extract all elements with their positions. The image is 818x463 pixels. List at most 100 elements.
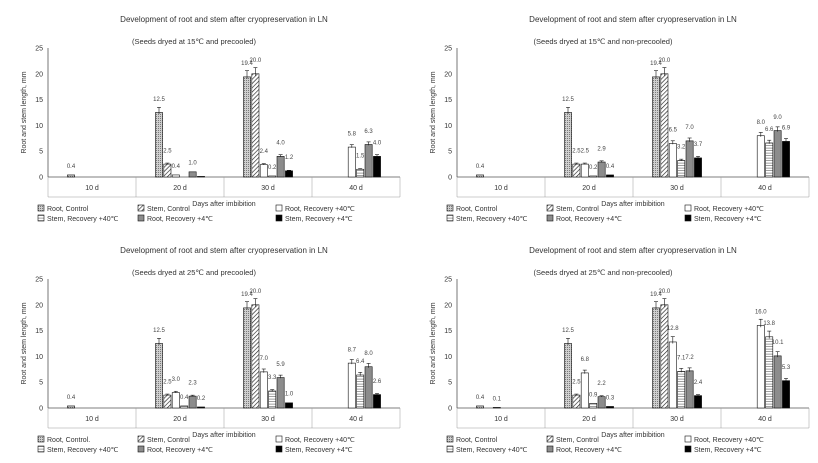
data-label: 0.9 [589, 392, 598, 398]
x-tick-label: 20 d [582, 416, 596, 423]
data-label: 4.0 [276, 141, 285, 147]
data-label: 0.4 [476, 164, 485, 170]
data-label: 7.0 [260, 356, 269, 362]
y-tick-label: 0 [39, 175, 43, 182]
bar [373, 156, 381, 178]
legend-label: Root, Recovery +40℃ [285, 206, 355, 213]
legend-swatch [275, 204, 283, 212]
data-label: 12.5 [562, 97, 574, 103]
bar [188, 395, 197, 409]
bar [765, 336, 774, 409]
data-label: 0.4 [67, 395, 76, 401]
data-label: 6.3 [364, 129, 373, 135]
bar [660, 73, 669, 178]
legend-label: Root, Recovery +4℃ [556, 447, 622, 454]
bar [564, 112, 572, 178]
bar [685, 370, 694, 409]
data-label: 2.5 [163, 148, 172, 154]
data-label: 19.4 [650, 292, 662, 298]
legend-swatch [137, 204, 145, 212]
data-label: 0.4 [172, 164, 181, 170]
bar [259, 164, 268, 178]
bar [356, 168, 365, 178]
data-label: 0.3 [606, 395, 615, 401]
data-label: 5.3 [782, 365, 791, 371]
bar [276, 156, 285, 178]
y-tick-label: 15 [35, 97, 43, 104]
data-label: 10.1 [772, 340, 784, 346]
data-label: 9.0 [773, 115, 782, 121]
legend-label: Stem, Control [147, 206, 190, 213]
bar [180, 405, 189, 409]
legend-swatch [37, 445, 45, 453]
bar [606, 174, 614, 178]
y-tick-label: 10 [35, 354, 43, 361]
data-label: 12.5 [562, 328, 574, 334]
legend-label: Stem, Control [147, 437, 190, 444]
bar [677, 160, 686, 178]
data-label: 4.0 [373, 141, 382, 147]
data-label: 2.9 [597, 146, 606, 152]
legend-swatch [37, 435, 45, 443]
data-label: 3.7 [694, 142, 703, 148]
bar [773, 355, 782, 409]
y-axis-label: Root and stem length, mm [21, 71, 28, 153]
data-label: 6.5 [669, 128, 678, 134]
legend-label: Stem, Recovery +40℃ [456, 216, 528, 223]
data-label: 0.2 [197, 396, 206, 402]
bar [492, 407, 501, 409]
legend-swatch [446, 445, 454, 453]
bar [251, 73, 260, 178]
legend-label: Root, Recovery +40℃ [694, 206, 764, 213]
legend-label: Stem, Recovery +4℃ [285, 216, 353, 223]
x-tick-label: 20 d [173, 416, 187, 423]
x-tick-label: 30 d [670, 185, 684, 192]
chart-subtitle: (Seeds dryed at 25℃ and precooled) [132, 268, 256, 277]
data-label: 0.4 [67, 164, 76, 170]
data-label: 2.5 [163, 379, 172, 385]
bar [694, 395, 702, 409]
data-label: 1.2 [285, 155, 294, 161]
bar [347, 362, 356, 409]
bar [589, 175, 598, 178]
data-label: 2.5 [572, 148, 581, 154]
y-tick-label: 10 [444, 354, 452, 361]
data-label: 6.8 [581, 357, 590, 363]
y-tick-label: 15 [444, 97, 452, 104]
data-label: 6.6 [765, 127, 774, 133]
data-label: 12.5 [153, 97, 165, 103]
bar [347, 146, 356, 178]
data-label: 3.3 [268, 375, 277, 381]
y-tick-label: 20 [444, 71, 452, 78]
y-tick-label: 5 [448, 380, 452, 387]
bar [476, 405, 484, 409]
x-axis-label: Days after imbibition [192, 432, 256, 439]
data-label: 13.8 [763, 321, 775, 327]
bar [765, 142, 774, 178]
legend-swatch [546, 204, 554, 212]
bar [589, 403, 598, 409]
data-label: 12.5 [153, 328, 165, 334]
legend-label: Stem, Recovery +4℃ [694, 216, 762, 223]
legend-label: Root, Control [456, 437, 498, 444]
legend-label: Stem, Control [556, 437, 599, 444]
legend-swatch [37, 214, 45, 222]
x-tick-label: 20 d [582, 185, 596, 192]
bar [580, 372, 589, 409]
data-label: 3.2 [677, 145, 686, 151]
y-tick-label: 20 [35, 71, 43, 78]
bar [67, 174, 75, 178]
bar [171, 174, 180, 178]
legend-label: Root, Control [456, 206, 498, 213]
chart-panel-bottom-left: Development of root and stem after cryop… [0, 231, 409, 462]
chart-panel-bottom-right: Development of root and stem after cryop… [409, 231, 818, 462]
bar [782, 141, 790, 178]
chart-panel-top-right: Development of root and stem after cryop… [409, 0, 818, 231]
legend-swatch [446, 435, 454, 443]
legend-swatch [446, 214, 454, 222]
y-tick-label: 25 [444, 46, 452, 53]
data-label: 1.5 [356, 154, 365, 160]
legend-swatch [684, 445, 692, 453]
y-tick-label: 5 [39, 149, 43, 156]
bar [259, 371, 268, 409]
